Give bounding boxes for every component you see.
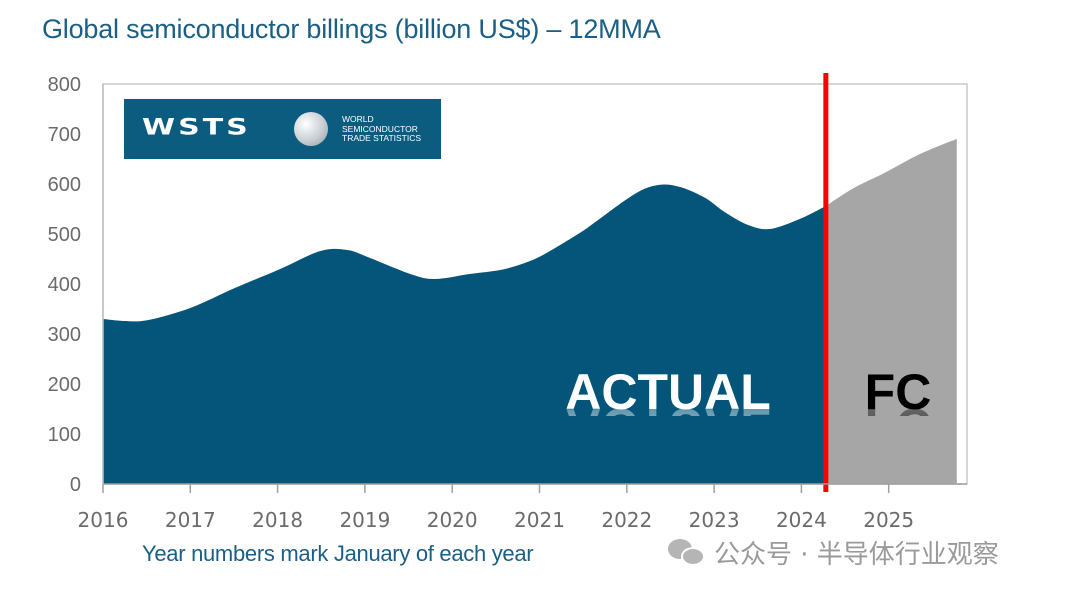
watermark-text: 公众号 · 半导体行业观察 bbox=[714, 539, 999, 570]
y-tick-label: 0 bbox=[70, 474, 81, 496]
series-layer bbox=[103, 139, 957, 485]
logo-subtitle: WORLD SEMICONDUCTOR TRADE STATISTICS bbox=[342, 114, 422, 144]
axis-layer: 0 100 200 300 400 500 600 700 800 2016 2017 2018 201… bbox=[48, 73, 967, 532]
globe-icon bbox=[294, 112, 328, 146]
x-tick-label: 2017 bbox=[165, 508, 216, 532]
y-tick-label: 700 bbox=[48, 124, 81, 146]
x-tick-label: 2016 bbox=[78, 508, 129, 532]
y-tick-label: 800 bbox=[48, 74, 81, 96]
wsts-logo: WSTS WORLD SEMICONDUCTOR TRADE STATISTIC… bbox=[124, 99, 441, 159]
chart-title: Global semiconductor billings (billion U… bbox=[42, 14, 661, 44]
x-tick-label: 2018 bbox=[252, 508, 303, 532]
y-tick-label: 600 bbox=[48, 174, 81, 196]
y-tick-label: 200 bbox=[48, 374, 81, 396]
y-tick-label: 300 bbox=[48, 324, 81, 346]
wechat-icon bbox=[668, 537, 706, 567]
y-tick-label: 400 bbox=[48, 274, 81, 296]
x-tick-label: 2025 bbox=[863, 508, 914, 532]
y-tick-label: 500 bbox=[48, 224, 81, 246]
area-series-actual bbox=[103, 184, 826, 485]
x-tick-label: 2024 bbox=[776, 508, 827, 532]
annotation-actual-reflection: ACTUAL bbox=[565, 398, 771, 454]
x-tick-label: 2023 bbox=[689, 508, 740, 532]
annotation-actual-text: ACTUAL bbox=[565, 364, 771, 420]
logo-subtitle-line: WORLD bbox=[342, 114, 374, 124]
x-tick-label: 2019 bbox=[339, 508, 390, 532]
x-tick-label: 2022 bbox=[601, 508, 652, 532]
x-tick-label: 2020 bbox=[427, 508, 478, 532]
watermark: 公众号 · 半导体行业观察 bbox=[668, 536, 999, 570]
y-tick-label: 100 bbox=[48, 424, 81, 446]
annotation-fc-reflection: FC bbox=[865, 398, 932, 454]
logo-subtitle-line: SEMICONDUCTOR bbox=[342, 123, 418, 134]
annotation-fc-text: FC bbox=[865, 364, 932, 420]
logo-wordmark: WSTS bbox=[142, 114, 251, 141]
logo-subtitle-line: TRADE STATISTICS bbox=[342, 133, 422, 143]
x-tick-label: 2021 bbox=[514, 508, 565, 532]
x-axis-note: Year numbers mark January of each year bbox=[142, 541, 534, 566]
area-series-fc bbox=[825, 139, 957, 484]
